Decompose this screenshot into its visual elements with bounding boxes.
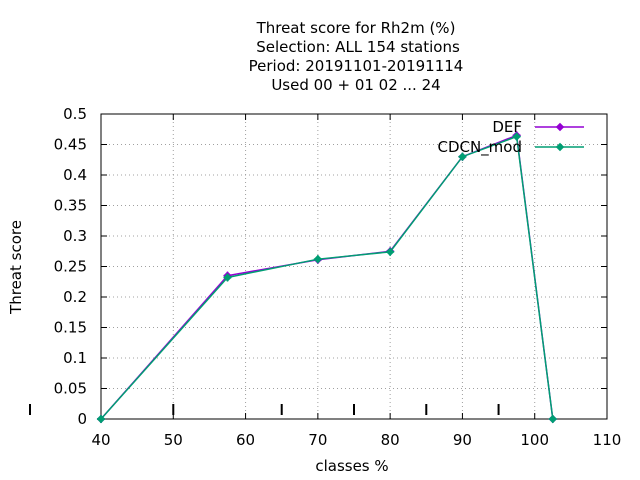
x-tick-label: 100 xyxy=(520,431,549,449)
series-cdcn-mod xyxy=(96,132,558,424)
legend-item: CDCN_mod xyxy=(437,138,584,157)
data-point xyxy=(96,414,106,424)
x-tick-label: 40 xyxy=(91,431,110,449)
legend-marker xyxy=(555,122,565,132)
y-tick-labels: 0 0.05 0.1 0.15 0.2 0.25 0.3 0.35 0.4 0.45 0.5 xyxy=(54,105,87,428)
y-tick-label: 0 xyxy=(77,410,87,428)
legend: DEF CDCN_mod xyxy=(437,118,584,157)
y-axis-label: Threat score xyxy=(7,220,25,315)
y-tick-label: 0.35 xyxy=(54,197,87,215)
boundary-marks xyxy=(29,404,500,415)
data-point xyxy=(223,273,232,282)
data-series xyxy=(96,131,558,424)
y-tick-label: 0.25 xyxy=(54,258,87,276)
data-point xyxy=(458,152,467,161)
x-tick-label: 60 xyxy=(236,431,255,449)
y-tick-label: 0.45 xyxy=(54,136,87,154)
legend-label: DEF xyxy=(492,118,522,136)
y-tick-label: 0.2 xyxy=(63,288,87,306)
x-tick-label: 90 xyxy=(453,431,472,449)
y-tick-label: 0.4 xyxy=(63,166,87,184)
x-tick-labels: 40 50 60 70 80 90 100 110 xyxy=(91,431,621,449)
x-tick-label: 80 xyxy=(381,431,400,449)
data-point xyxy=(548,414,558,424)
y-tick-label: 0.05 xyxy=(54,380,87,398)
title-line-2: Selection: ALL 154 stations xyxy=(256,38,460,56)
legend-item: DEF xyxy=(492,118,584,136)
data-point xyxy=(313,254,323,264)
x-tick-label: 110 xyxy=(593,431,622,449)
title-line-1: Threat score for Rh2m (%) xyxy=(256,19,456,37)
chart-title: Threat score for Rh2m (%) Selection: ALL… xyxy=(249,19,464,94)
y-tick-label: 0.1 xyxy=(63,349,87,367)
x-axis-label: classes % xyxy=(315,457,388,475)
y-tick-label: 0.15 xyxy=(54,319,87,337)
title-line-3: Period: 20191101-20191114 xyxy=(249,57,464,75)
legend-label: CDCN_mod xyxy=(437,138,522,157)
data-point xyxy=(385,247,395,257)
grid-lines xyxy=(100,113,608,420)
title-line-4: Used 00 + 01 02 ... 24 xyxy=(271,76,440,94)
series-line xyxy=(100,135,554,420)
y-tick-label: 0.3 xyxy=(63,227,87,245)
y-tick-label: 0.5 xyxy=(63,105,87,123)
x-tick-label: 70 xyxy=(308,431,327,449)
x-tick-label: 50 xyxy=(164,431,183,449)
series-line xyxy=(100,134,554,420)
plot-frame xyxy=(100,113,608,420)
